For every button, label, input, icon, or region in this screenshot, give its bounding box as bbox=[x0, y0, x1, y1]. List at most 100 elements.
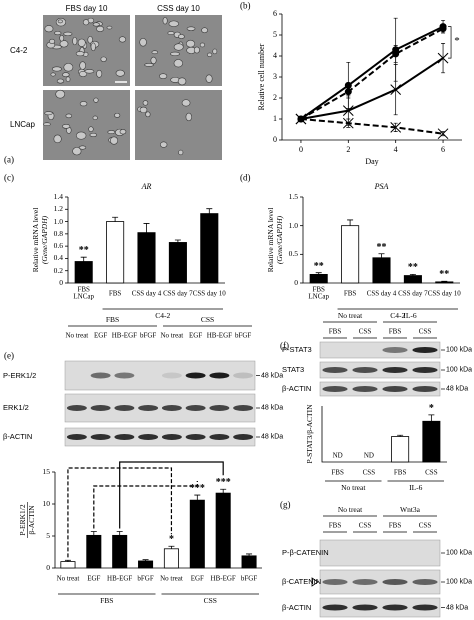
panel-label: (c) bbox=[4, 172, 14, 183]
x-tick-label: FBS LNCap bbox=[73, 285, 94, 301]
x-tick-label: No treat bbox=[160, 574, 183, 583]
blot-band bbox=[90, 405, 111, 411]
band-pointer bbox=[311, 577, 319, 587]
blot-band bbox=[138, 405, 159, 411]
lane-label: HB-EGF bbox=[206, 331, 233, 340]
cell bbox=[57, 19, 63, 24]
cell bbox=[107, 130, 116, 135]
cell bbox=[44, 111, 53, 116]
lane-label: FBS bbox=[388, 521, 402, 530]
cell bbox=[185, 112, 193, 122]
comparison-bracket bbox=[119, 461, 224, 529]
x-tick-label: CSS bbox=[425, 468, 438, 477]
cell bbox=[186, 26, 196, 31]
cell bbox=[79, 61, 86, 70]
group-label: FBS bbox=[105, 315, 120, 325]
y-tick-label: 6 bbox=[273, 8, 277, 18]
bar bbox=[106, 221, 125, 284]
blot-band bbox=[382, 386, 408, 392]
lane-label: HB-EGF bbox=[111, 331, 138, 340]
significance-mark: ** bbox=[376, 241, 387, 253]
cell bbox=[78, 70, 88, 77]
cell bbox=[170, 51, 181, 56]
group-label: C4-2 bbox=[390, 311, 406, 321]
row-label: ERK1/2 bbox=[3, 403, 29, 413]
size-label: 100 kDa bbox=[446, 366, 473, 374]
cell bbox=[84, 69, 95, 74]
column-label: FBS day 10 bbox=[65, 3, 108, 13]
blot-band bbox=[90, 372, 111, 379]
y-tick-label: 1 bbox=[273, 113, 277, 123]
blot-band bbox=[185, 405, 206, 411]
cell bbox=[65, 113, 73, 119]
bar bbox=[435, 281, 454, 284]
cell bbox=[205, 74, 213, 83]
y-tick-label: 0.4 bbox=[53, 253, 63, 263]
lane-label: EGF bbox=[189, 331, 203, 340]
blot-panel bbox=[319, 597, 441, 618]
x-tick-label: No treat bbox=[56, 574, 80, 583]
x-tick-label: CSS day 10 bbox=[427, 289, 461, 298]
cell bbox=[82, 19, 90, 26]
panel-label: (b) bbox=[240, 0, 251, 11]
bar bbox=[86, 534, 102, 569]
size-label: 100 kDa bbox=[446, 549, 473, 557]
y-axis-label: Relative mRNA level bbox=[31, 207, 41, 273]
bar bbox=[391, 436, 410, 463]
error-bar bbox=[397, 434, 404, 437]
blot-band bbox=[161, 434, 182, 440]
cell bbox=[177, 77, 187, 86]
size-label: 48 kDa bbox=[261, 433, 284, 441]
micrograph bbox=[43, 90, 130, 160]
bar bbox=[60, 561, 76, 569]
group-label: No treat bbox=[337, 311, 363, 321]
cell bbox=[114, 112, 121, 118]
cell bbox=[59, 34, 65, 42]
error-bar bbox=[90, 531, 97, 536]
y-tick-label: 2 bbox=[273, 92, 277, 102]
group-label: C4-2 bbox=[155, 311, 171, 321]
marker bbox=[390, 122, 402, 133]
cell bbox=[90, 42, 96, 52]
cell bbox=[50, 72, 56, 77]
lane-label: CSS bbox=[358, 521, 372, 530]
row-label: β-ACTIN bbox=[3, 432, 33, 442]
lane-label: FBS bbox=[328, 327, 342, 336]
cell bbox=[51, 66, 62, 72]
blot-panel bbox=[319, 381, 441, 397]
x-tick-label: FBS bbox=[393, 468, 407, 477]
blot-band bbox=[209, 372, 230, 379]
lane-label: CSS bbox=[418, 327, 432, 336]
cell bbox=[78, 145, 87, 150]
significance-mark: ** bbox=[78, 244, 89, 256]
y-tick-label: 10 bbox=[42, 499, 51, 509]
size-label: 48 kDa bbox=[261, 404, 284, 412]
cell bbox=[199, 42, 205, 48]
blot-band bbox=[352, 579, 378, 585]
marker bbox=[439, 23, 447, 31]
blot-band bbox=[66, 434, 87, 440]
lane-label: CSS bbox=[358, 327, 372, 336]
x-tick-label: 4 bbox=[393, 144, 398, 154]
size-label: 48 kDa bbox=[446, 385, 469, 393]
marker bbox=[437, 52, 449, 64]
x-tick-label: HB-EGF bbox=[107, 574, 133, 583]
blot-band bbox=[66, 405, 87, 411]
lane-label: FBS bbox=[328, 521, 342, 530]
blot-band bbox=[382, 604, 408, 611]
error-bar bbox=[174, 239, 181, 243]
blot-band bbox=[233, 372, 254, 379]
blot-band bbox=[114, 405, 135, 411]
cell bbox=[173, 43, 184, 51]
y-tick-label: 5 bbox=[273, 29, 277, 39]
cell bbox=[110, 136, 119, 145]
cell bbox=[62, 124, 71, 129]
size-label: 48 kDa bbox=[261, 371, 284, 379]
y-axis-label: (Gene/GAPDH) bbox=[40, 215, 50, 265]
y-tick-label: 0.5 bbox=[288, 249, 298, 259]
panel-label: (d) bbox=[240, 172, 251, 183]
group-label: No treat bbox=[337, 505, 363, 515]
cell bbox=[65, 76, 71, 82]
blot-panel bbox=[64, 427, 256, 447]
x-tick-label: bFGF bbox=[137, 574, 154, 583]
